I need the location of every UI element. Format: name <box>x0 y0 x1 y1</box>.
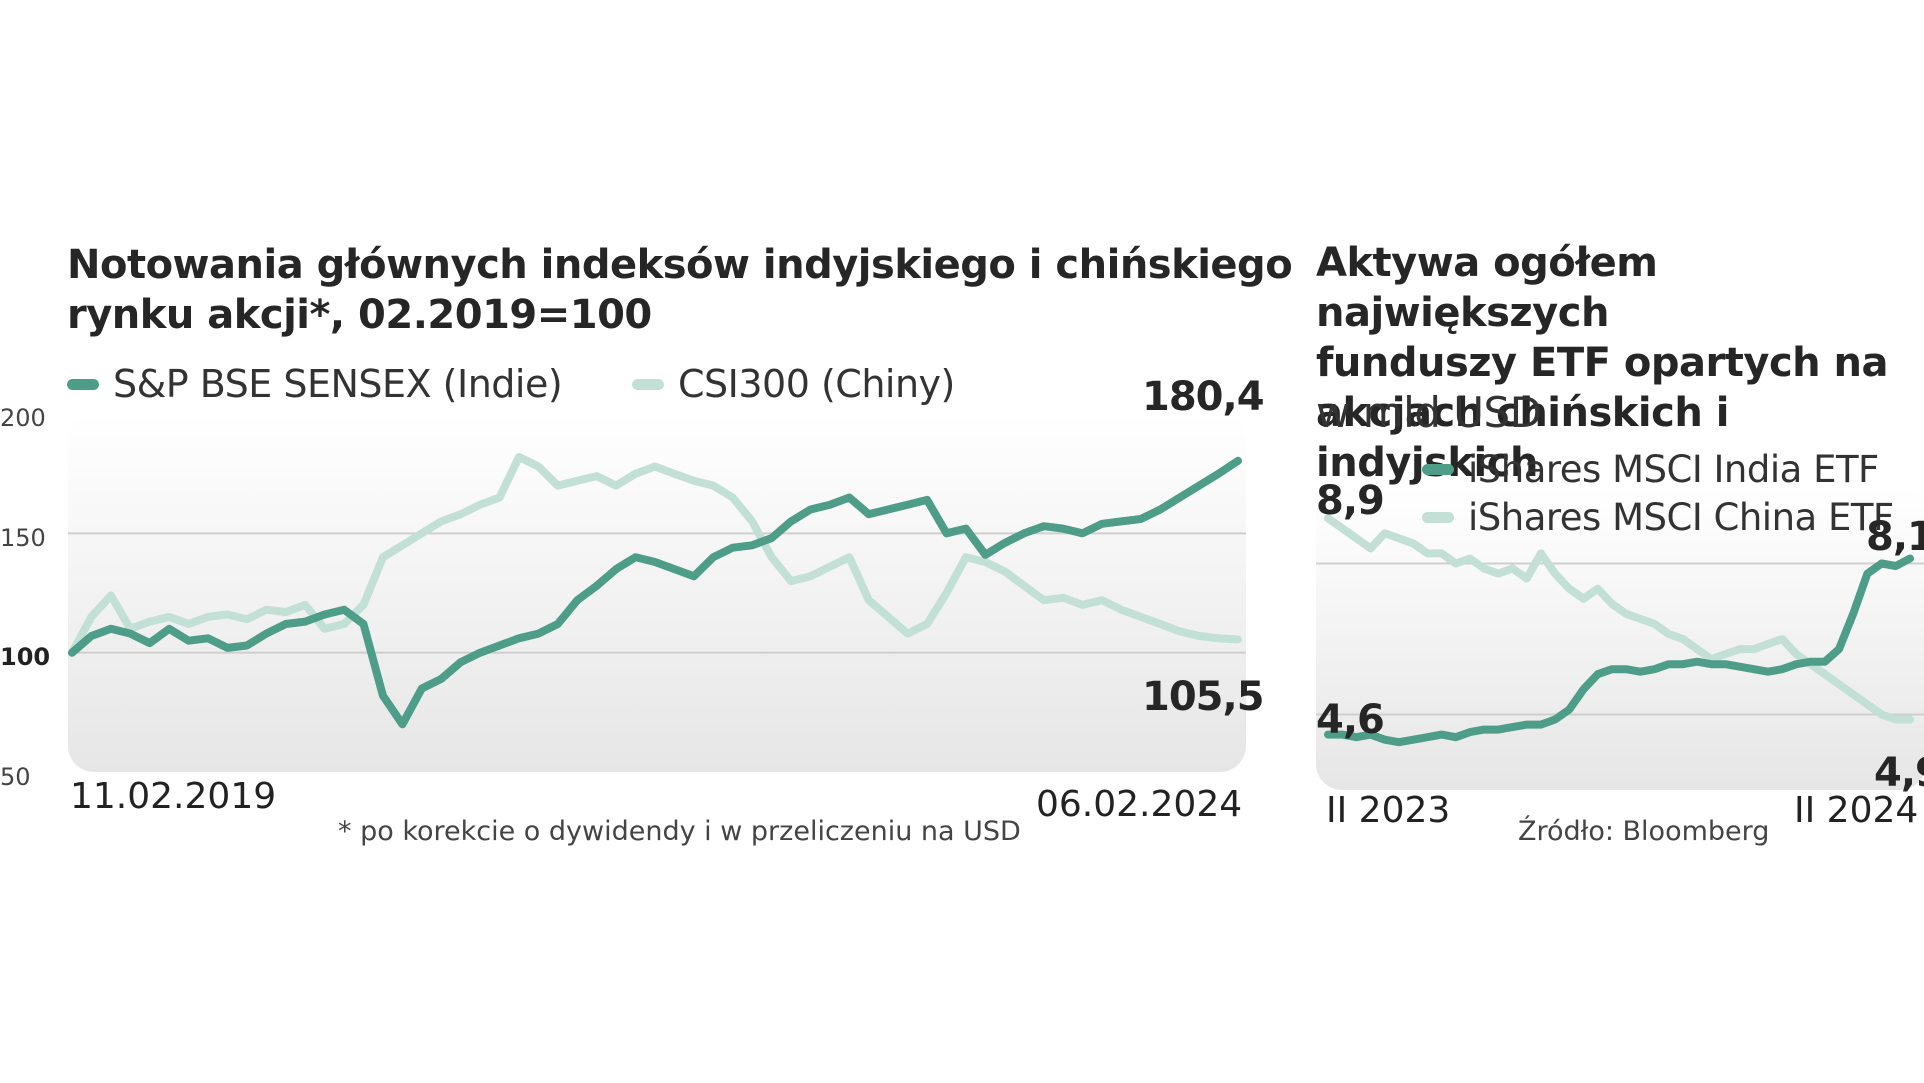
chart1-lines <box>68 453 1242 729</box>
chart1-background <box>68 414 1246 772</box>
end-label-sensex: 180,4 <box>1142 374 1265 420</box>
series-line-0 <box>68 456 1242 729</box>
start-label-china: 8,9 <box>1316 478 1385 524</box>
chart2-grid <box>1316 562 1924 716</box>
legend-label-india: iShares MSCI India ETF <box>1468 448 1879 491</box>
legend-swatch-csi300 <box>632 378 664 390</box>
chart1-footnote: * po korekcie o dywidendy i w przeliczen… <box>338 816 1021 847</box>
x-start-label: 11.02.2019 <box>70 776 277 817</box>
chart2-source: Źródło: Bloomberg <box>1518 816 1770 847</box>
chart2-title-line2: funduszy ETF opartych na <box>1316 340 1889 386</box>
chart2-title: Aktywa ogółem największych funduszy ETF … <box>1316 238 1924 488</box>
legend-label-china: iShares MSCI China ETF <box>1468 496 1894 539</box>
series-line-0 <box>1324 554 1914 747</box>
end-label-india: 8,1 <box>1866 514 1924 560</box>
chart2-lines <box>1324 514 1914 747</box>
start-label-india: 4,6 <box>1316 697 1385 743</box>
chart1-title-line1: Notowania głównych indeksów indyjskiego … <box>67 242 1293 288</box>
chart1-plot <box>68 414 1246 772</box>
y-tick-100: 100 <box>0 643 51 671</box>
series-line-1 <box>1324 514 1914 724</box>
legend-label-sensex: S&P BSE SENSEX (Indie) <box>113 362 563 406</box>
legend-swatch-sensex <box>67 378 99 390</box>
chart1-legend-sensex: S&P BSE SENSEX (Indie) <box>67 362 563 406</box>
end-label-china: 4,9 <box>1874 750 1924 796</box>
chart1-grid <box>68 532 1246 654</box>
series-line-1 <box>68 453 1242 657</box>
chart2-plot <box>1316 488 1924 790</box>
legend-swatch-china <box>1422 512 1454 523</box>
chart2-title-line3: akcjach chińskich i indyjskich <box>1316 390 1729 486</box>
end-label-csi300: 105,5 <box>1142 674 1265 720</box>
legend-swatch-india <box>1422 464 1454 475</box>
y-tick-50: 50 <box>0 763 31 791</box>
chart2-legend-china: iShares MSCI China ETF <box>1422 496 1894 539</box>
y-tick-150: 150 <box>0 524 46 552</box>
chart2-title-line1: Aktywa ogółem największych <box>1316 240 1658 336</box>
chart2-legend-india: iShares MSCI India ETF <box>1422 448 1879 491</box>
legend-label-csi300: CSI300 (Chiny) <box>678 362 955 406</box>
chart1-title-line2: rynku akcji*, 02.2019=100 <box>67 292 652 338</box>
chart1-title: Notowania głównych indeksów indyjskiego … <box>67 240 1293 340</box>
chart1-legend-csi300: CSI300 (Chiny) <box>632 362 955 406</box>
y-tick-200: 200 <box>0 404 46 432</box>
chart2-subtitle: w mld USD <box>1316 388 1542 437</box>
chart2-x-start-label: II 2023 <box>1326 790 1451 831</box>
chart2-x-end-label: II 2024 <box>1794 790 1919 831</box>
x-end-label: 06.02.2024 <box>1036 784 1243 825</box>
